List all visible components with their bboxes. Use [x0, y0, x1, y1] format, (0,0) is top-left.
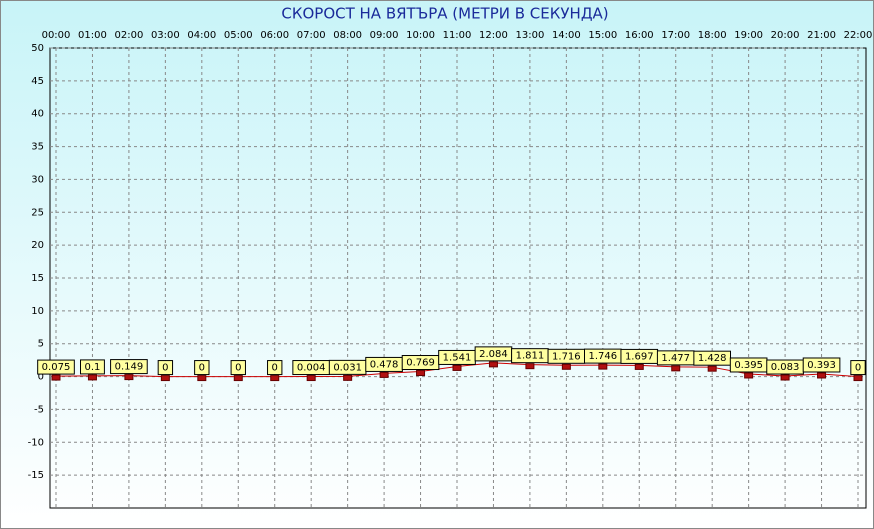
- x-tick-label: 08:00: [333, 30, 362, 41]
- value-label-box: [802, 357, 841, 373]
- value-label-box: [37, 359, 75, 375]
- x-tick-label: 18:00: [698, 30, 727, 41]
- data-point: [452, 364, 462, 371]
- value-label: 1.697: [625, 351, 654, 362]
- value-label: 0.083: [771, 362, 800, 373]
- data-point: [707, 365, 717, 372]
- x-tick-label: 06:00: [260, 30, 289, 41]
- y-tick-label: 0: [38, 372, 44, 383]
- x-tick-label: 12:00: [479, 30, 508, 41]
- y-tick-label: -10: [28, 437, 44, 448]
- data-point: [343, 374, 353, 381]
- value-label: 1.541: [443, 352, 472, 363]
- chart-title: СКОРОСТ НА ВЯТЪРА (МЕТРИ В СЕКУНДА): [281, 5, 608, 23]
- y-tick-label: 30: [31, 174, 44, 185]
- value-label: 0.075: [42, 362, 71, 373]
- value-label: 1.477: [661, 353, 690, 364]
- value-label-box: [230, 360, 246, 376]
- data-point: [671, 365, 681, 372]
- data-point: [780, 374, 790, 381]
- data-point: [51, 374, 61, 381]
- value-label: 0.393: [807, 360, 836, 371]
- data-point: [379, 371, 389, 378]
- y-tick-label: -5: [34, 404, 44, 415]
- x-tick-label: 10:00: [406, 30, 435, 41]
- x-tick-label: 02:00: [114, 30, 143, 41]
- x-tick-label: 11:00: [443, 30, 472, 41]
- value-label-box: [110, 359, 148, 375]
- x-tick-label: 17:00: [661, 30, 690, 41]
- data-point: [598, 363, 608, 370]
- value-label: 0.004: [297, 363, 326, 374]
- x-tick-label: 22:00: [844, 30, 873, 41]
- y-tick-label: 35: [31, 142, 44, 153]
- value-label: 0: [855, 363, 861, 374]
- y-tick-label: 50: [31, 43, 44, 54]
- value-label: 0.031: [333, 362, 362, 373]
- data-point: [488, 361, 498, 368]
- value-label-box: [157, 360, 174, 376]
- data-point: [306, 375, 316, 382]
- x-tick-label: 05:00: [224, 30, 253, 41]
- value-label: 0.149: [115, 362, 144, 373]
- value-label: 0: [199, 363, 205, 374]
- data-point: [853, 375, 863, 382]
- y-tick-label: 15: [31, 273, 44, 284]
- x-tick-label: 01:00: [78, 30, 107, 41]
- value-label: 0.395: [734, 360, 763, 371]
- value-label: 1.428: [698, 353, 727, 364]
- x-tick-label: 15:00: [588, 30, 617, 41]
- x-tick-label: 04:00: [187, 30, 216, 41]
- value-label-box: [80, 359, 105, 375]
- value-label: 2.084: [479, 349, 508, 360]
- x-tick-label: 20:00: [771, 30, 800, 41]
- value-label: 0: [235, 363, 241, 374]
- value-label: 0.769: [406, 358, 435, 369]
- value-label: 0.478: [370, 359, 399, 370]
- data-point: [561, 363, 571, 370]
- x-tick-label: 03:00: [151, 30, 180, 41]
- data-point: [270, 375, 280, 382]
- value-label-box: [267, 360, 283, 376]
- data-point: [87, 374, 97, 381]
- x-tick-label: 13:00: [515, 30, 544, 41]
- y-tick-label: -15: [28, 470, 44, 481]
- y-tick-label: 5: [38, 339, 44, 350]
- data-point: [817, 372, 827, 379]
- value-label: 1.746: [588, 351, 617, 362]
- data-point: [634, 363, 644, 370]
- data-point: [744, 372, 754, 379]
- x-tick-label: 16:00: [625, 30, 654, 41]
- value-label: 1.811: [516, 351, 545, 362]
- value-label-box: [194, 360, 210, 376]
- value-label: 1.716: [552, 351, 581, 362]
- data-point: [525, 363, 535, 370]
- data-point: [233, 375, 243, 382]
- x-tick-label: 00:00: [42, 30, 71, 41]
- y-tick-label: 45: [31, 76, 44, 87]
- data-point: [197, 375, 207, 382]
- data-point: [160, 375, 170, 382]
- data-point: [416, 370, 426, 377]
- data-point: [124, 374, 134, 381]
- x-tick-label: 07:00: [297, 30, 326, 41]
- value-label: 0: [272, 363, 278, 374]
- x-tick-label: 14:00: [552, 30, 581, 41]
- value-label: 0: [162, 363, 168, 374]
- x-tick-label: 19:00: [734, 30, 763, 41]
- y-tick-label: 25: [31, 207, 44, 218]
- y-tick-label: 20: [31, 240, 44, 251]
- y-tick-label: 40: [31, 109, 44, 120]
- x-tick-label: 21:00: [807, 30, 836, 41]
- value-label: 0.1: [85, 362, 101, 373]
- value-label-box: [850, 360, 866, 376]
- x-tick-label: 09:00: [370, 30, 399, 41]
- y-tick-label: 10: [31, 306, 44, 317]
